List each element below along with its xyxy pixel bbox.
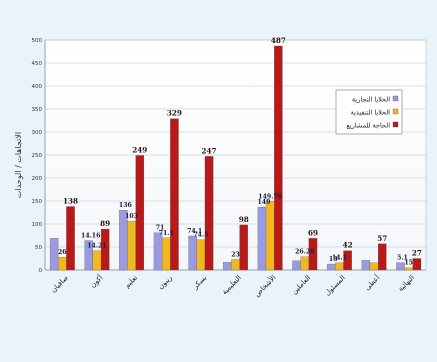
- x-tick-label: تعليم: [123, 274, 139, 290]
- data-label: 14.21: [87, 243, 106, 250]
- legend-label: الخلايا التجارية: [352, 96, 390, 104]
- data-label: 149.76: [258, 193, 282, 200]
- x-tick-label: النهائية: [397, 274, 416, 293]
- y-tick-label: 350: [32, 107, 43, 113]
- data-label: 74.5: [193, 232, 208, 239]
- data-label: 26: [58, 249, 67, 256]
- y-tick-label: 200: [32, 176, 43, 182]
- x-tick-label: العاملين: [290, 274, 312, 296]
- legend-swatch: [392, 121, 399, 128]
- bar: [127, 221, 136, 271]
- data-label: 247: [202, 146, 217, 155]
- bar: [58, 256, 67, 271]
- legend-swatch: [392, 95, 399, 102]
- bar: [188, 235, 197, 271]
- bar: [153, 232, 163, 271]
- data-label: 89: [100, 219, 110, 228]
- bar: [162, 237, 171, 271]
- x-tick-label: الأشخاص: [252, 273, 277, 298]
- data-label: 15: [404, 260, 413, 267]
- x-axis: صافيان أكون تعليم ريبون بسكر التعليمية الأشخاص…: [49, 273, 416, 298]
- bar: [378, 243, 387, 271]
- bar: [92, 250, 102, 271]
- x-tick-label: صافيان: [49, 274, 69, 294]
- data-label: 57: [377, 234, 387, 243]
- data-label: 5.1: [397, 255, 408, 262]
- data-label: 27: [412, 249, 422, 258]
- y-tick-label: 450: [32, 61, 43, 67]
- bar: [335, 262, 344, 271]
- y-tick-label: 500: [32, 38, 43, 44]
- legend-swatch: [392, 108, 399, 115]
- x-tick-label: أعطى: [363, 273, 382, 292]
- x-tick-label: أكون: [88, 273, 104, 289]
- bar: [265, 201, 275, 271]
- bar: [196, 239, 206, 271]
- bar: [361, 260, 371, 271]
- legend-label: الخلايا التنفيذية: [351, 109, 391, 117]
- data-label: 103: [125, 213, 138, 220]
- data-label: 249: [132, 145, 147, 154]
- bar: [404, 267, 413, 271]
- bar: [292, 260, 301, 271]
- bar: [239, 224, 248, 271]
- data-label: 329: [167, 109, 182, 118]
- legend-label: الحاجة للمشاريع: [346, 122, 390, 130]
- data-label: 13: [329, 256, 338, 263]
- y-tick-label: 400: [32, 84, 43, 90]
- y-axis-title: الاتجاهات / الوحدات: [14, 132, 23, 198]
- y-tick-label: 0: [39, 268, 43, 274]
- y-tick-label: 50: [35, 245, 42, 251]
- bar: [300, 256, 309, 271]
- bar: [100, 228, 110, 271]
- y-tick-label: 100: [32, 222, 43, 228]
- bar: [66, 206, 75, 271]
- data-label: 71.1: [159, 230, 174, 237]
- bar: [135, 155, 145, 271]
- bar: [274, 45, 283, 271]
- y-tick-label: 250: [32, 153, 43, 159]
- bar: [326, 263, 336, 271]
- y-tick-label: 300: [32, 130, 43, 136]
- bar: [369, 262, 379, 271]
- data-label: 71: [156, 225, 165, 232]
- bar: [396, 262, 405, 271]
- bar: [223, 262, 232, 271]
- data-label: 42: [343, 241, 353, 250]
- legend-box: [335, 89, 403, 135]
- data-label: 69: [308, 228, 318, 237]
- data-label: 149: [257, 199, 270, 206]
- data-label: 14.16: [81, 233, 100, 240]
- data-label: 138: [63, 197, 78, 206]
- x-tick-label: التعليمية: [220, 274, 243, 297]
- legend: الخلايا التجارية الخلايا التنفيذية الحاجة …: [335, 89, 403, 135]
- x-tick-label: ريبون: [157, 274, 174, 291]
- data-label: 74.1: [187, 228, 202, 235]
- data-label: 26.28: [295, 249, 314, 256]
- bar: [49, 238, 59, 271]
- bar: [412, 258, 422, 271]
- y-tick-label: 150: [32, 199, 43, 205]
- data-label: 487: [271, 36, 286, 45]
- bar: [231, 259, 240, 271]
- bar: [343, 250, 352, 271]
- bar: [204, 156, 214, 271]
- data-label: 98: [239, 215, 249, 224]
- data-label: 23: [231, 251, 240, 258]
- bar: [257, 206, 267, 271]
- x-tick-label: بسكر: [191, 274, 209, 292]
- bar: [308, 238, 318, 271]
- data-label: 14.1: [332, 255, 347, 262]
- x-tick-label: المسئول: [323, 274, 347, 298]
- bar: [170, 118, 179, 271]
- data-label: 136: [119, 202, 132, 209]
- bars: [49, 45, 422, 271]
